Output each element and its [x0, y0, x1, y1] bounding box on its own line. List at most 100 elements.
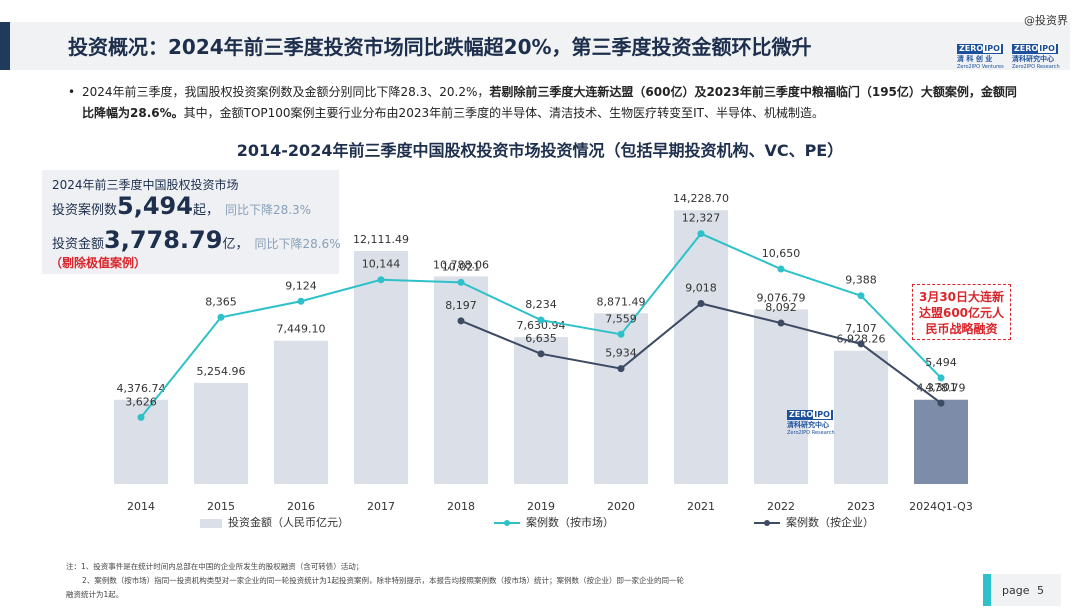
- cases-company-point-2020: [617, 365, 625, 373]
- amount-label: 投资金额: [52, 237, 105, 252]
- footnote: 注：1、投资事件是在统计时间内总部在中国的企业所发生的股权融资（含可转债）活动；…: [66, 560, 866, 602]
- bullet-text-2: 其中，金额TOP100案例主要行业分布由2023年前三季度的半导体、清洁技术、生…: [183, 106, 824, 120]
- page-indicator-bg: [991, 574, 1061, 606]
- amount-bar-2018: [434, 276, 488, 484]
- legend-cases-market-label: 案例数（按市场）: [526, 516, 614, 529]
- amount-label-2015: 5,254.96: [197, 365, 246, 378]
- legend-line-swatch-company: [754, 518, 780, 528]
- chart-title: 2014-2024年前三季度中国股权投资市场投资情况（包括早期投资机构、VC、P…: [236, 141, 844, 160]
- bullet-text-bold: 若剔除前三季度大连新达盟（600亿）及2023年前三季度中粮福临门（195亿）大…: [82, 85, 1017, 120]
- x-tick-2017: 2017: [367, 500, 395, 513]
- zero2ipo-research-logo: ZEROIPO 清科研究中心 Zero2IPO Research: [1012, 44, 1060, 70]
- source-watermark: @投资界: [1024, 14, 1068, 27]
- amount-label-2020: 8,871.49: [597, 295, 646, 308]
- amount-label-2017: 12,111.49: [353, 233, 409, 246]
- zero2ipo-ventures-logo: ZEROIPO 清 科 创 业 Zero2IPO Ventures: [957, 44, 1004, 70]
- bullet-dot: •: [68, 85, 76, 99]
- dalian-callout: 3月30日大连新 达盟600亿元人 民币战略融资: [912, 284, 1011, 340]
- x-tick-2024Q1-Q3: 2024Q1-Q3: [909, 500, 973, 513]
- amount-bar-2015: [194, 382, 248, 484]
- cases-unit: 起，: [192, 203, 219, 218]
- footnote-line-2: 2、案例数（按市场）指同一投资机构类型对一家企业的同一轮投资统计为1起投资案例，…: [82, 576, 685, 585]
- cases-market-label-2022: 10,650: [762, 247, 801, 260]
- amount-label-2018: 10,788.06: [433, 258, 489, 271]
- legend-cases-company: 案例数（按企业）: [754, 514, 874, 530]
- page-title: 投资概况：2024年前三季度投资市场同比跌幅超20%，第三季度投资金额环比微升: [68, 35, 812, 59]
- x-tick-2015: 2015: [207, 500, 235, 513]
- cases-market-label-2024Q1-Q3: 5,494: [925, 356, 957, 369]
- footnote-line-1: 注：1、投资事件是在统计时间内总部在中国的企业所发生的股权融资（含可转债）活动；: [66, 562, 364, 571]
- callout-line-3: 民币战略融资: [925, 322, 998, 336]
- summary-box: 2024年前三季度中国股权投资市场 投资案例数5,494起， 同比下降28.3% …: [42, 170, 341, 274]
- cases-company-point-2024Q1-Q3: [937, 399, 945, 407]
- x-tick-2016: 2016: [287, 500, 315, 513]
- x-tick-2020: 2020: [607, 500, 635, 513]
- cases-market-point-2016: [297, 297, 305, 305]
- x-tick-2021: 2021: [687, 500, 715, 513]
- cases-market-point-2014: [137, 413, 145, 421]
- amount-label-2023: 6,928.26: [837, 333, 886, 346]
- cases-market-point-2024Q1-Q3: [937, 374, 945, 382]
- cases-company-label-2023: 7,107: [845, 322, 877, 335]
- legend-cases-market: 案例数（按市场）: [494, 514, 614, 530]
- cases-market-label-2023: 9,388: [845, 274, 877, 287]
- amount-bar-2014: [114, 399, 168, 484]
- amount-bar-2016: [274, 340, 328, 484]
- summary-note: （剔除极值案例）: [50, 256, 147, 270]
- cases-market-label-2014: 3,626: [125, 395, 157, 408]
- page-label: page: [1002, 584, 1030, 597]
- amount-bar-2022: [754, 309, 808, 484]
- legend-cases-company-label: 案例数（按企业）: [786, 516, 874, 529]
- amount-bar-2019: [514, 337, 568, 484]
- amount-label-2016: 7,449.10: [277, 323, 326, 336]
- cases-market-label-2017: 10,144: [362, 258, 401, 271]
- callout-line-1: 3月30日大连新: [918, 290, 1005, 304]
- x-tick-2014: 2014: [127, 500, 155, 513]
- amount-bar-2017: [354, 250, 408, 484]
- x-tick-2022: 2022: [767, 500, 795, 513]
- cases-market-label-2018: 10,021: [442, 260, 481, 273]
- cases-value: 5,494: [117, 192, 193, 220]
- cases-company-point-2018: [457, 317, 465, 325]
- cases-market-label-2019: 8,234: [525, 298, 557, 311]
- amount-label-2024Q1-Q3: 4,378.79: [917, 382, 966, 395]
- cases-market-point-2019: [537, 316, 545, 324]
- callout-line-2: 达盟600亿元人: [918, 306, 1005, 320]
- cases-company-label-2020: 5,934: [605, 347, 637, 360]
- cases-market-point-2022: [777, 265, 785, 273]
- cases-label: 投资案例数: [52, 203, 118, 218]
- legend-line-swatch-market: [494, 518, 520, 528]
- footnote-line-3: 融资统计为1起。: [66, 590, 124, 599]
- amount-bar-2023: [834, 350, 888, 484]
- summary-bullet: • 2024年前三季度，我国股权投资案例数及金额分别同比下降28.3、20.2%…: [68, 82, 1028, 124]
- cases-yoy: 同比下降28.3%: [224, 203, 312, 217]
- amount-bar-2021: [674, 210, 728, 484]
- legend-bar-swatch: [200, 518, 222, 528]
- summary-amount-row: 投资金额3,778.79亿， 同比下降28.6%: [52, 226, 341, 254]
- cases-market-label-2015: 8,365: [205, 295, 237, 308]
- title-background: [10, 22, 1070, 70]
- summary-cases-row: 投资案例数5,494起， 同比下降28.3%: [52, 192, 311, 220]
- legend-amount: 投资金额（人民币亿元）: [200, 514, 349, 530]
- cases-company-label-2018: 8,197: [445, 299, 477, 312]
- amount-bar-2020: [594, 313, 648, 484]
- x-tick-2023: 2023: [847, 500, 875, 513]
- page-number: 5: [1037, 584, 1044, 597]
- cases-company-point-2022: [777, 319, 785, 327]
- cases-company-point-2023: [857, 340, 865, 348]
- page-accent-bar: [983, 574, 991, 606]
- cases-market-label-2016: 9,124: [285, 279, 317, 292]
- cases-market-point-2015: [217, 313, 225, 321]
- amount-unit: 亿，: [222, 237, 249, 252]
- bullet-text-1: 2024年前三季度，我国股权投资案例数及金额分别同比下降28.3、20.2%，: [82, 85, 490, 99]
- cases-market-label-2020: 7,559: [605, 312, 637, 325]
- cases-market-point-2020: [617, 330, 625, 338]
- x-tick-2019: 2019: [527, 500, 555, 513]
- amount-yoy: 同比下降28.6%: [254, 237, 341, 251]
- amount-value: 3,778.79: [104, 226, 223, 254]
- amount-label-2022: 9,076.79: [757, 291, 806, 304]
- legend-amount-label: 投资金额（人民币亿元）: [228, 516, 349, 529]
- cases-company-point-2021: [697, 300, 705, 308]
- amount-label-2021: 14,228.70: [673, 192, 729, 205]
- cases-market-label-2021: 12,327: [682, 212, 721, 225]
